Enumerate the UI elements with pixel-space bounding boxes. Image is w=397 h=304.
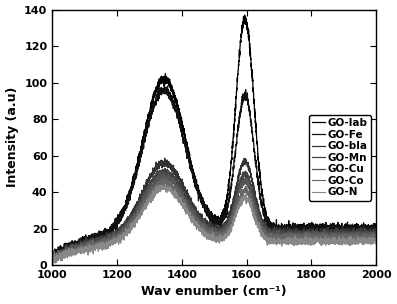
Y-axis label: Intensity (a.u): Intensity (a.u) — [6, 87, 19, 188]
X-axis label: Wav enumber (cm⁻¹): Wav enumber (cm⁻¹) — [141, 285, 287, 299]
Legend: GO-lab, GO-Fe, GO-bla, GO-Mn, GO-Cu, GO-Co, GO-N: GO-lab, GO-Fe, GO-bla, GO-Mn, GO-Cu, GO-… — [309, 115, 371, 201]
